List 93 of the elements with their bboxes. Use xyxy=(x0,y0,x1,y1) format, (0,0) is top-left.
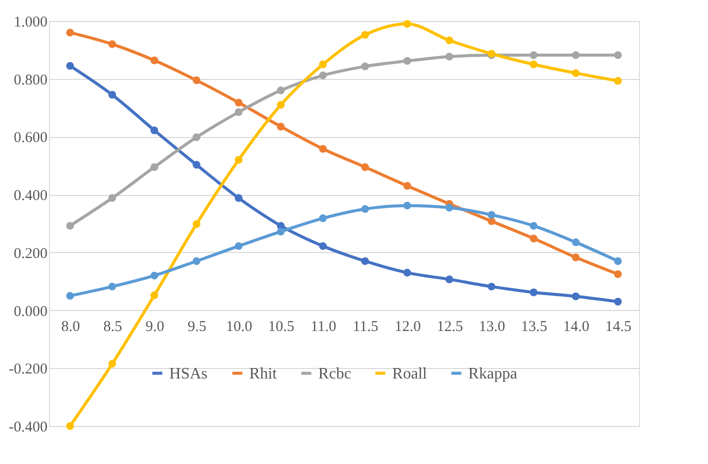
legend-label: Rkappa xyxy=(468,365,518,382)
point xyxy=(530,222,538,230)
point xyxy=(361,163,369,171)
x-tick-label: 14.5 xyxy=(605,318,632,335)
point xyxy=(108,90,116,99)
point xyxy=(150,56,158,64)
point xyxy=(192,76,200,84)
point xyxy=(66,222,74,230)
x-tick-label: 9.0 xyxy=(145,318,164,335)
point xyxy=(66,62,74,70)
point xyxy=(319,72,327,80)
x-tick-label: 14.0 xyxy=(563,318,590,335)
point xyxy=(530,51,538,59)
x-tick-label: 10.0 xyxy=(226,318,252,335)
point xyxy=(234,98,243,106)
point xyxy=(361,257,369,265)
x-tick-label: 8.0 xyxy=(61,318,80,335)
y-tick-label: -0.200 xyxy=(8,362,48,378)
point xyxy=(614,270,622,278)
x-tick-label: 12.0 xyxy=(394,318,421,335)
point xyxy=(530,288,538,296)
point xyxy=(192,160,200,169)
point xyxy=(614,51,622,59)
point xyxy=(234,156,243,164)
point xyxy=(403,202,412,210)
point xyxy=(66,28,74,36)
point xyxy=(319,242,327,250)
point xyxy=(445,275,454,284)
point xyxy=(319,214,327,222)
x-tick-label: 8.5 xyxy=(103,318,122,335)
point xyxy=(276,86,285,94)
x-tick-label: 11.0 xyxy=(310,318,336,335)
point xyxy=(192,220,200,228)
point xyxy=(445,52,454,60)
y-tick-label: 1.000 xyxy=(14,14,48,30)
point xyxy=(361,62,369,70)
y-tick-label: 0.200 xyxy=(14,246,48,262)
y-tick-label: 0.000 xyxy=(14,304,48,320)
point xyxy=(234,242,243,250)
point xyxy=(276,101,285,109)
point xyxy=(530,60,538,68)
point xyxy=(403,57,412,65)
x-tick-label: 13.0 xyxy=(478,318,506,335)
y-tick-label: 0.600 xyxy=(14,130,48,146)
point xyxy=(572,69,580,77)
point xyxy=(276,122,285,130)
point xyxy=(572,292,580,300)
point xyxy=(319,145,327,153)
point xyxy=(614,257,622,265)
point xyxy=(572,253,580,262)
point xyxy=(108,360,116,368)
legend-label: Roall xyxy=(392,365,428,382)
point xyxy=(150,272,158,280)
point xyxy=(150,163,158,171)
x-tick-label: 13.5 xyxy=(521,318,548,335)
y-tick-label: -0.400 xyxy=(8,420,48,436)
point xyxy=(572,51,580,59)
point xyxy=(403,182,412,190)
point xyxy=(488,217,496,226)
point xyxy=(403,20,412,28)
point xyxy=(614,298,622,306)
x-tick-label: 12.5 xyxy=(436,318,463,335)
point xyxy=(445,36,454,44)
y-tick-label: 0.800 xyxy=(14,72,48,88)
point xyxy=(361,31,369,39)
point xyxy=(403,268,412,277)
x-tick-label: 10.5 xyxy=(268,318,294,335)
point xyxy=(488,210,496,219)
y-tick-label: 0.400 xyxy=(14,188,48,204)
x-tick-label: 11.5 xyxy=(352,318,378,335)
point xyxy=(108,40,116,48)
point xyxy=(192,133,200,142)
point xyxy=(276,228,285,236)
legend-label: Rcbc xyxy=(318,365,352,382)
point xyxy=(150,126,158,134)
point xyxy=(192,257,200,265)
point xyxy=(234,194,243,202)
point xyxy=(614,77,622,85)
point xyxy=(108,282,116,290)
point xyxy=(488,282,496,290)
point xyxy=(530,234,538,242)
point xyxy=(234,108,243,116)
point xyxy=(108,194,116,202)
point xyxy=(319,60,327,68)
legend-label: Rhit xyxy=(249,365,278,382)
point xyxy=(66,422,74,430)
point xyxy=(150,291,158,300)
point xyxy=(445,204,454,212)
point xyxy=(361,205,369,213)
point xyxy=(66,292,74,300)
x-tick-label: 9.5 xyxy=(188,318,206,335)
point xyxy=(572,238,580,246)
legend-label: HSAs xyxy=(169,365,208,382)
